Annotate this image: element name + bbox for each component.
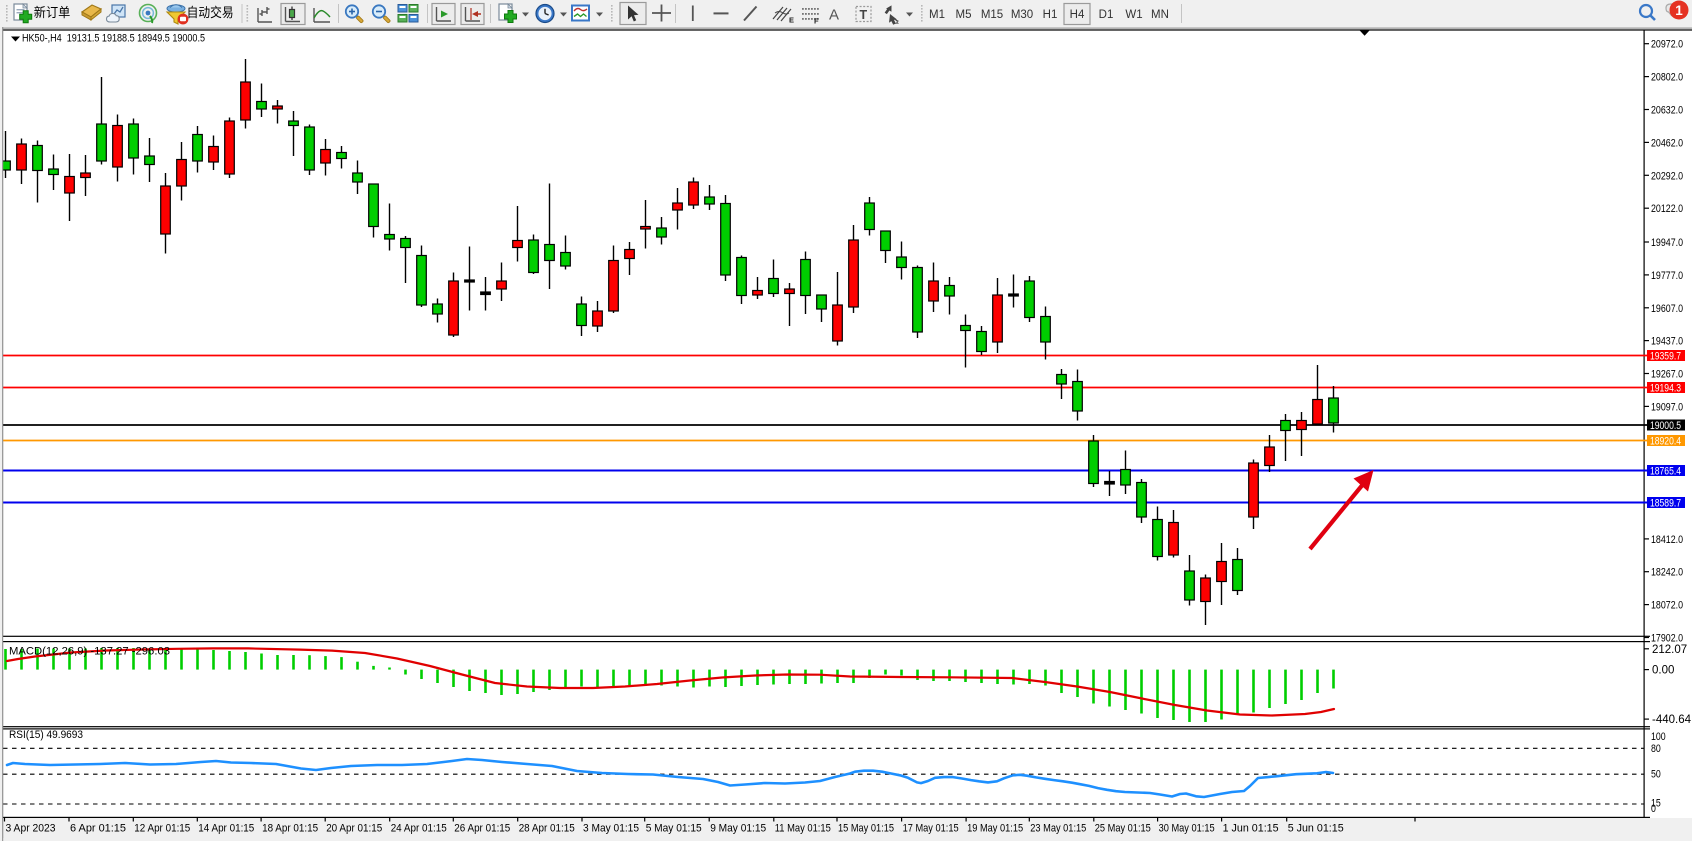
svg-text:MN: MN (1151, 9, 1169, 21)
svg-text:M15: M15 (981, 9, 1003, 21)
svg-text:19267.0: 19267.0 (1651, 369, 1683, 381)
svg-text:M30: M30 (1011, 9, 1033, 21)
svg-text:19097.0: 19097.0 (1651, 401, 1683, 413)
svg-text:0.00: 0.00 (1652, 665, 1674, 677)
svg-text:100: 100 (1651, 731, 1666, 743)
svg-text:15 May 01:15: 15 May 01:15 (838, 823, 894, 835)
svg-text:20972.0: 20972.0 (1651, 39, 1683, 51)
svg-text:19194.3: 19194.3 (1650, 383, 1681, 395)
svg-text:80: 80 (1651, 743, 1661, 755)
svg-text:1 Jun 01:15: 1 Jun 01:15 (1223, 823, 1279, 835)
svg-text:19607.0: 19607.0 (1651, 303, 1683, 315)
svg-text:5 May 01:15: 5 May 01:15 (646, 823, 702, 835)
svg-text:50: 50 (1651, 769, 1661, 781)
svg-text:18242.0: 18242.0 (1651, 567, 1683, 579)
svg-text:24 Apr 01:15: 24 Apr 01:15 (391, 823, 447, 835)
svg-text:-440.64: -440.64 (1652, 714, 1692, 726)
svg-text:17902.0: 17902.0 (1651, 633, 1683, 645)
svg-text:20 Apr 01:15: 20 Apr 01:15 (326, 823, 382, 835)
svg-text:19359.7: 19359.7 (1650, 351, 1681, 363)
svg-text:19777.0: 19777.0 (1651, 270, 1683, 282)
svg-text:30 May 01:15: 30 May 01:15 (1159, 823, 1215, 835)
svg-text:新订单: 新订单 (34, 5, 71, 20)
svg-text:自动交易: 自动交易 (187, 5, 234, 20)
svg-text:28 Apr 01:15: 28 Apr 01:15 (519, 823, 575, 835)
svg-text:20802.0: 20802.0 (1651, 72, 1683, 84)
svg-text:20632.0: 20632.0 (1651, 105, 1683, 117)
svg-text:11 May 01:15: 11 May 01:15 (775, 823, 831, 835)
svg-text:HK50-,H4 19131.5 19188.5 1894: HK50-,H4 19131.5 19188.5 18949.5 19000.5 (22, 33, 205, 45)
svg-text:T: T (860, 8, 868, 22)
svg-text:E: E (789, 16, 794, 25)
svg-text:19 May 01:15: 19 May 01:15 (967, 823, 1023, 835)
svg-text:M1: M1 (929, 9, 945, 21)
svg-text:14 Apr 01:15: 14 Apr 01:15 (198, 823, 254, 835)
svg-text:18072.0: 18072.0 (1651, 600, 1683, 612)
svg-text:M5: M5 (956, 9, 972, 21)
svg-text:19437.0: 19437.0 (1651, 336, 1683, 348)
svg-text:5 Jun 01:15: 5 Jun 01:15 (1288, 823, 1344, 835)
svg-text:12 Apr 01:15: 12 Apr 01:15 (134, 823, 190, 835)
svg-text:3 May 01:15: 3 May 01:15 (583, 823, 639, 835)
svg-text:F: F (814, 17, 819, 26)
svg-text:6 Apr 01:15: 6 Apr 01:15 (70, 823, 126, 835)
svg-text:W1: W1 (1125, 9, 1142, 21)
svg-text:23 May 01:15: 23 May 01:15 (1030, 823, 1086, 835)
svg-text:18 Apr 01:15: 18 Apr 01:15 (262, 823, 318, 835)
svg-text:A: A (829, 7, 839, 24)
svg-text:H1: H1 (1043, 9, 1058, 21)
svg-text:MACD(12,26,9) -137.27 -296.03: MACD(12,26,9) -137.27 -296.03 (9, 646, 170, 658)
svg-text:3 Apr 2023: 3 Apr 2023 (6, 823, 56, 835)
svg-text:RSI(15) 49.9693: RSI(15) 49.9693 (9, 729, 83, 741)
svg-text:19000.5: 19000.5 (1650, 420, 1681, 432)
svg-text:17 May 01:15: 17 May 01:15 (903, 823, 959, 835)
svg-text:1: 1 (1675, 3, 1683, 18)
svg-text:212.07: 212.07 (1652, 644, 1687, 656)
svg-text:20292.0: 20292.0 (1651, 170, 1683, 182)
svg-text:19947.0: 19947.0 (1651, 237, 1683, 249)
svg-text:D1: D1 (1099, 9, 1114, 21)
svg-text:26 Apr 01:15: 26 Apr 01:15 (454, 823, 510, 835)
svg-text:25 May 01:15: 25 May 01:15 (1095, 823, 1151, 835)
svg-text:18589.7: 18589.7 (1650, 498, 1681, 510)
svg-text:18765.4: 18765.4 (1650, 466, 1681, 478)
svg-text:15: 15 (1651, 798, 1661, 810)
svg-text:9 May 01:15: 9 May 01:15 (710, 823, 766, 835)
svg-text:20462.0: 20462.0 (1651, 137, 1683, 149)
svg-text:20122.0: 20122.0 (1651, 203, 1683, 215)
svg-text:18412.0: 18412.0 (1651, 534, 1683, 546)
svg-text:H4: H4 (1070, 9, 1085, 21)
svg-text:0: 0 (1651, 803, 1656, 815)
svg-text:18920.4: 18920.4 (1650, 436, 1681, 448)
